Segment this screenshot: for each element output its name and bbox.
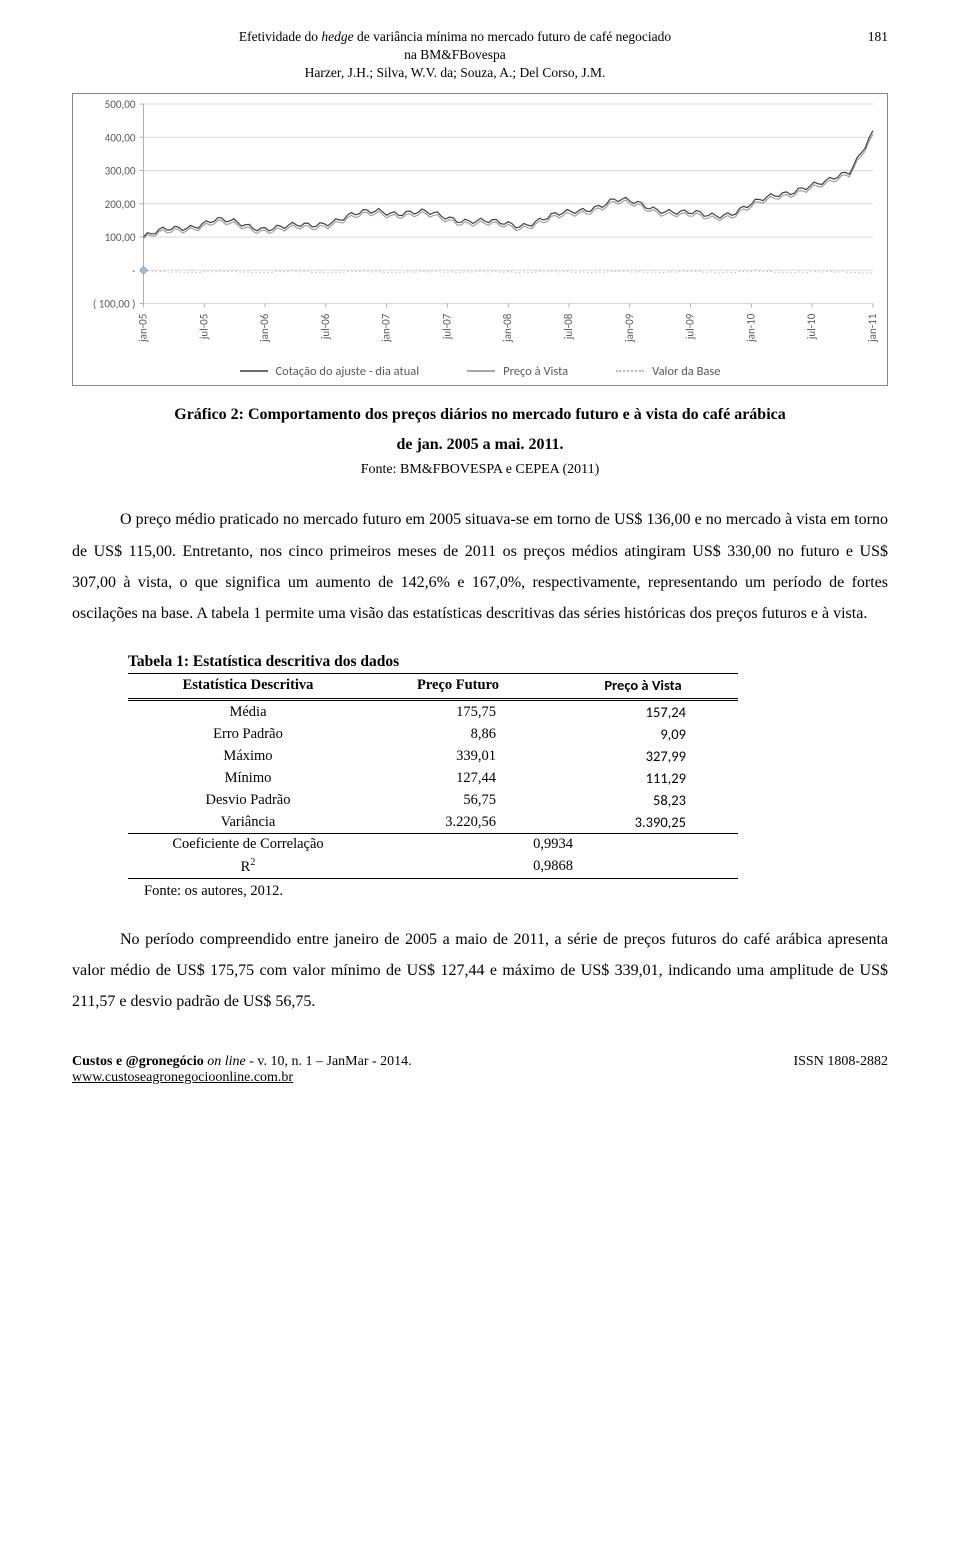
svg-text:( 100,00 ): ( 100,00 ) <box>93 296 136 310</box>
svg-text:jan-10: jan-10 <box>743 313 757 343</box>
figure-caption: Gráfico 2: Comportamento dos preços diár… <box>72 400 888 461</box>
table-cell: Mínimo <box>128 767 368 789</box>
legend-label: Valor da Base <box>652 364 720 379</box>
svg-text:jan-06: jan-06 <box>257 313 271 343</box>
table-cell: 8,86 <box>368 723 548 745</box>
table-row: Coeficiente de Correlação0,9934 <box>128 834 738 856</box>
table-row: Desvio Padrão56,7558,23 <box>128 789 738 811</box>
svg-text:jan-09: jan-09 <box>622 313 636 343</box>
svg-text:100,00: 100,00 <box>105 230 136 244</box>
legend-swatch <box>467 370 495 372</box>
footer-journal-c: - v. 10, n. 1 – JanMar - 2014. <box>246 1054 412 1069</box>
price-line-chart: ( 100,00 ) - 100,00 200,00 300,00 400,00 500,0… <box>77 98 883 360</box>
footer-left: Custos e @gronegócio on line - v. 10, n.… <box>72 1054 412 1086</box>
legend-label: Preço à Vista <box>503 364 568 379</box>
table-cell: 111,29 <box>548 767 738 789</box>
paragraph-1: O preço médio praticado no mercado futur… <box>72 504 888 629</box>
table-row: R20,9868 <box>128 855 738 878</box>
header-title-block: Efetividade do hedge de variância mínima… <box>72 28 838 83</box>
svg-text:400,00: 400,00 <box>105 130 136 144</box>
table-cell: Variância <box>128 811 368 834</box>
paragraph-2-text: No período compreendido entre janeiro de… <box>72 924 888 1018</box>
svg-text:jul-05: jul-05 <box>196 313 210 340</box>
table-col-header: Estatística Descritiva <box>128 674 368 700</box>
footer-journal-b: on line <box>204 1054 246 1069</box>
header-line1c: de variância mínima no mercado futuro de… <box>354 29 671 44</box>
legend-item: Cotação do ajuste - dia atual <box>240 364 420 379</box>
descriptive-stats-table: Estatística Descritiva Preço Futuro Preç… <box>128 673 738 879</box>
table-cell: 327,99 <box>548 745 738 767</box>
svg-text:300,00: 300,00 <box>105 163 136 177</box>
table-cell: Coeficiente de Correlação <box>128 834 368 856</box>
paragraph-2: No período compreendido entre janeiro de… <box>72 924 888 1018</box>
svg-text:jan-05: jan-05 <box>136 313 150 342</box>
table-cell: 157,24 <box>548 700 738 724</box>
header-line1b: hedge <box>321 29 353 44</box>
svg-text:500,00: 500,00 <box>105 98 136 111</box>
svg-text:jul-08: jul-08 <box>561 313 575 340</box>
table-cell: 3.390,25 <box>548 811 738 834</box>
svg-text:jul-10: jul-10 <box>804 313 818 340</box>
table-title: Tabela 1: Estatística descritiva dos dad… <box>128 653 888 671</box>
table-cell: 58,23 <box>548 789 738 811</box>
table-cell: 3.220,56 <box>368 811 548 834</box>
table-cell: 339,01 <box>368 745 548 767</box>
footer-link[interactable]: www.custoseagronegocioonline.com.br <box>72 1070 412 1086</box>
figure-caption-line2: de jan. 2005 a mai. 2011. <box>72 430 888 460</box>
table-row: Erro Padrão8,869,09 <box>128 723 738 745</box>
legend-label: Cotação do ajuste - dia atual <box>276 364 420 379</box>
legend-item: Preço à Vista <box>467 364 568 379</box>
table-col-header: Preço Futuro <box>368 674 548 700</box>
legend-swatch <box>240 370 268 372</box>
svg-text:jan-08: jan-08 <box>500 313 514 343</box>
legend-item: Valor da Base <box>616 364 720 379</box>
table-header-row: Estatística Descritiva Preço Futuro Preç… <box>128 674 738 700</box>
figure-caption-line1: Gráfico 2: Comportamento dos preços diár… <box>72 400 888 430</box>
table-cell: 127,44 <box>368 767 548 789</box>
header-line3: Harzer, J.H.; Silva, W.V. da; Souza, A.;… <box>72 64 838 82</box>
table-row: Mínimo127,44111,29 <box>128 767 738 789</box>
legend-swatch <box>616 370 644 372</box>
header-line2: na BM&FBovespa <box>72 46 838 64</box>
price-chart-container: ( 100,00 ) - 100,00 200,00 300,00 400,00 500,0… <box>72 93 888 386</box>
table-cell: Máximo <box>128 745 368 767</box>
table-cell: 56,75 <box>368 789 548 811</box>
page-number: 181 <box>838 28 888 46</box>
svg-text:jan-07: jan-07 <box>379 313 393 343</box>
figure-source: Fonte: BM&FBOVESPA e CEPEA (2011) <box>72 462 888 478</box>
table-cell: Erro Padrão <box>128 723 368 745</box>
running-header: Efetividade do hedge de variância mínima… <box>72 28 888 83</box>
table-row: Máximo339,01327,99 <box>128 745 738 767</box>
table-row: Variância3.220,563.390,25 <box>128 811 738 834</box>
table-cell: Média <box>128 700 368 724</box>
table-cell: R2 <box>128 855 368 878</box>
svg-text:-: - <box>132 263 135 277</box>
footer-journal-a: Custos e @gronegócio <box>72 1054 204 1069</box>
page-footer: Custos e @gronegócio on line - v. 10, n.… <box>72 1054 888 1086</box>
header-line1a: Efetividade do <box>239 29 321 44</box>
table-cell: 0,9934 <box>368 834 738 856</box>
table-col-header: Preço à Vista <box>548 674 738 700</box>
table-cell: 9,09 <box>548 723 738 745</box>
svg-text:jul-09: jul-09 <box>683 313 697 340</box>
paragraph-1-text: O preço médio praticado no mercado futur… <box>72 504 888 629</box>
svg-text:jul-07: jul-07 <box>439 313 453 340</box>
svg-text:jul-06: jul-06 <box>318 313 332 340</box>
footer-issn: ISSN 1808-2882 <box>793 1054 888 1086</box>
table-row: Média175,75157,24 <box>128 700 738 724</box>
table-cell: 175,75 <box>368 700 548 724</box>
chart-legend: Cotação do ajuste - dia atual Preço à Vis… <box>77 360 883 383</box>
table-cell: Desvio Padrão <box>128 789 368 811</box>
table-source: Fonte: os autores, 2012. <box>144 883 888 900</box>
table-cell: 0,9868 <box>368 855 738 878</box>
svg-text:jan-11: jan-11 <box>865 313 879 343</box>
svg-text:200,00: 200,00 <box>105 196 136 210</box>
